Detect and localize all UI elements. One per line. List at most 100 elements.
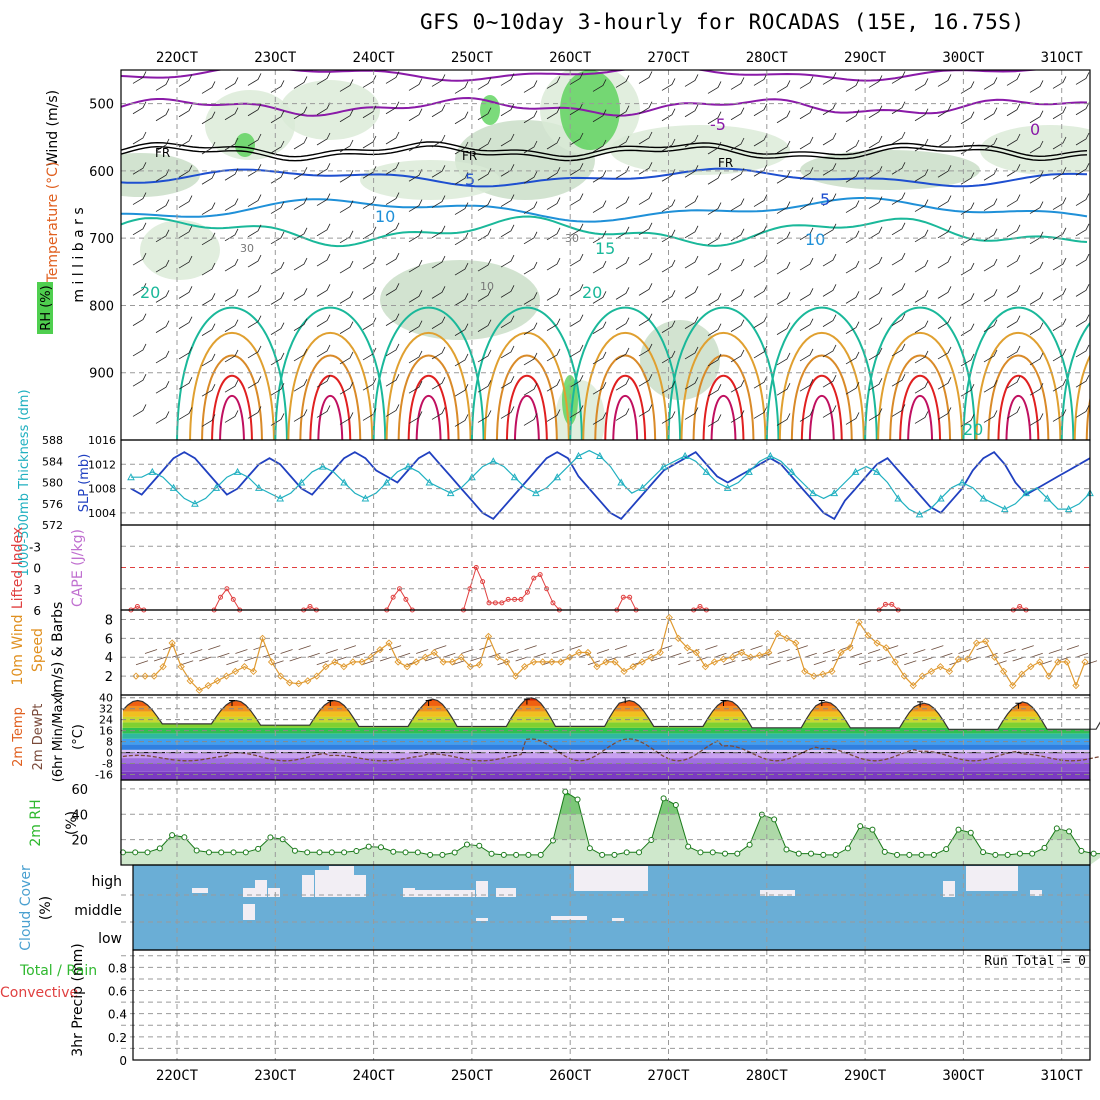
li-marker xyxy=(697,603,703,609)
wind-barb xyxy=(500,103,515,117)
thickness-tick: 588 xyxy=(42,434,63,447)
wind-barb xyxy=(960,141,975,155)
wind-barb xyxy=(937,286,952,299)
temp-tick: -16 xyxy=(95,769,113,782)
contour-label: 15 xyxy=(595,239,615,258)
wind-barb xyxy=(569,102,584,116)
pressure-tick: 800 xyxy=(89,299,114,314)
wind-barb xyxy=(776,171,791,184)
wind-barb xyxy=(132,222,147,236)
wind-barb-10m xyxy=(750,645,763,651)
wind-barb xyxy=(1029,322,1044,335)
wind-barb xyxy=(914,320,929,333)
wind-barb xyxy=(707,111,722,125)
wind-barb xyxy=(224,137,239,151)
wind-tick: 2 xyxy=(105,670,113,685)
wind-barb xyxy=(569,375,584,388)
wind-barb xyxy=(408,350,423,364)
li-marker xyxy=(531,575,537,581)
li-marker xyxy=(550,600,556,606)
wind-barb xyxy=(178,316,193,329)
rh-marker xyxy=(205,849,212,856)
wind-barb xyxy=(822,314,837,327)
wind-barb xyxy=(385,252,400,266)
wind-barb xyxy=(638,374,653,387)
li-marker xyxy=(505,596,511,602)
wind-barb xyxy=(431,286,446,299)
wind-speed-marker xyxy=(132,672,140,680)
wind-barb xyxy=(431,377,446,390)
wind-barb xyxy=(845,260,860,274)
wind-barb xyxy=(201,141,216,155)
wind-barb xyxy=(477,107,492,121)
wind-barb xyxy=(431,134,446,148)
wind-barb xyxy=(385,162,400,175)
wind-barb xyxy=(684,165,699,178)
wind-barb xyxy=(247,73,262,86)
wind-barb xyxy=(592,351,607,365)
wind-barb xyxy=(247,406,262,419)
wind-barb xyxy=(270,413,285,426)
wind-speed-marker xyxy=(394,658,402,666)
temp-arch-contour xyxy=(907,395,933,440)
wind-speed-marker xyxy=(376,646,384,654)
date-label-top: 29OCT xyxy=(844,50,887,66)
temp-contour-minus10 xyxy=(121,70,1041,82)
wind-barb xyxy=(776,140,791,154)
wind-barb xyxy=(500,133,515,147)
wind-barb xyxy=(477,410,492,423)
wind-barb xyxy=(362,226,377,240)
contour-label: 10 xyxy=(480,280,494,293)
wind-barb xyxy=(592,412,607,425)
rh-marker xyxy=(316,849,323,856)
cloud-block xyxy=(966,866,1018,891)
wind-barb xyxy=(1075,72,1090,85)
wind-barb xyxy=(983,349,998,363)
wind-barb-10m xyxy=(316,660,329,666)
cloud-block xyxy=(496,888,516,897)
wind-barb xyxy=(684,407,699,420)
wind-speed-marker xyxy=(222,672,231,680)
wind-barb xyxy=(270,383,285,396)
thickness-marker xyxy=(979,494,988,502)
wind-barb xyxy=(891,374,906,387)
wind-barb xyxy=(730,258,745,272)
wind-barb xyxy=(684,134,699,148)
wind-barb xyxy=(224,410,239,423)
wind-barb xyxy=(592,382,607,395)
wind-speed-marker xyxy=(647,653,655,661)
wind-speed-marker xyxy=(584,648,592,657)
wind-barb xyxy=(546,106,561,120)
wind-speed-marker xyxy=(340,663,348,671)
thickness-marker xyxy=(169,483,178,491)
wind-barb xyxy=(247,103,262,117)
wind-barb xyxy=(1075,375,1090,388)
thickness-marker xyxy=(1000,505,1009,513)
wind-barb xyxy=(1006,376,1021,389)
wind-barb xyxy=(1029,383,1044,396)
cloud-axis-label: Cloud Cover xyxy=(18,865,34,951)
wind-barb xyxy=(178,377,193,390)
wind-barb xyxy=(385,131,400,145)
wind-barb xyxy=(615,347,630,361)
wind-barb xyxy=(845,382,860,395)
wind-speed-marker xyxy=(557,658,565,666)
wind-barb xyxy=(247,254,262,268)
wind-barb xyxy=(661,138,676,152)
wind-barb-10m xyxy=(913,649,926,654)
wind-speed-marker xyxy=(828,667,836,676)
wind-barb xyxy=(776,383,791,396)
wind-barb xyxy=(316,72,331,85)
wind-barb xyxy=(868,196,883,209)
rh-marker xyxy=(1078,847,1085,854)
wind-barb xyxy=(523,231,538,245)
run-total-label: Run Total = 0 xyxy=(984,954,1086,969)
li-marker xyxy=(882,601,888,607)
date-label-top: 27OCT xyxy=(647,50,690,66)
thickness-marker xyxy=(745,467,753,475)
wind-speed-marker xyxy=(466,663,475,671)
wind-barb xyxy=(408,78,423,91)
wind-speed-marker xyxy=(873,639,881,647)
wind-speed-marker xyxy=(1000,667,1008,676)
temp-bands xyxy=(121,697,1090,780)
